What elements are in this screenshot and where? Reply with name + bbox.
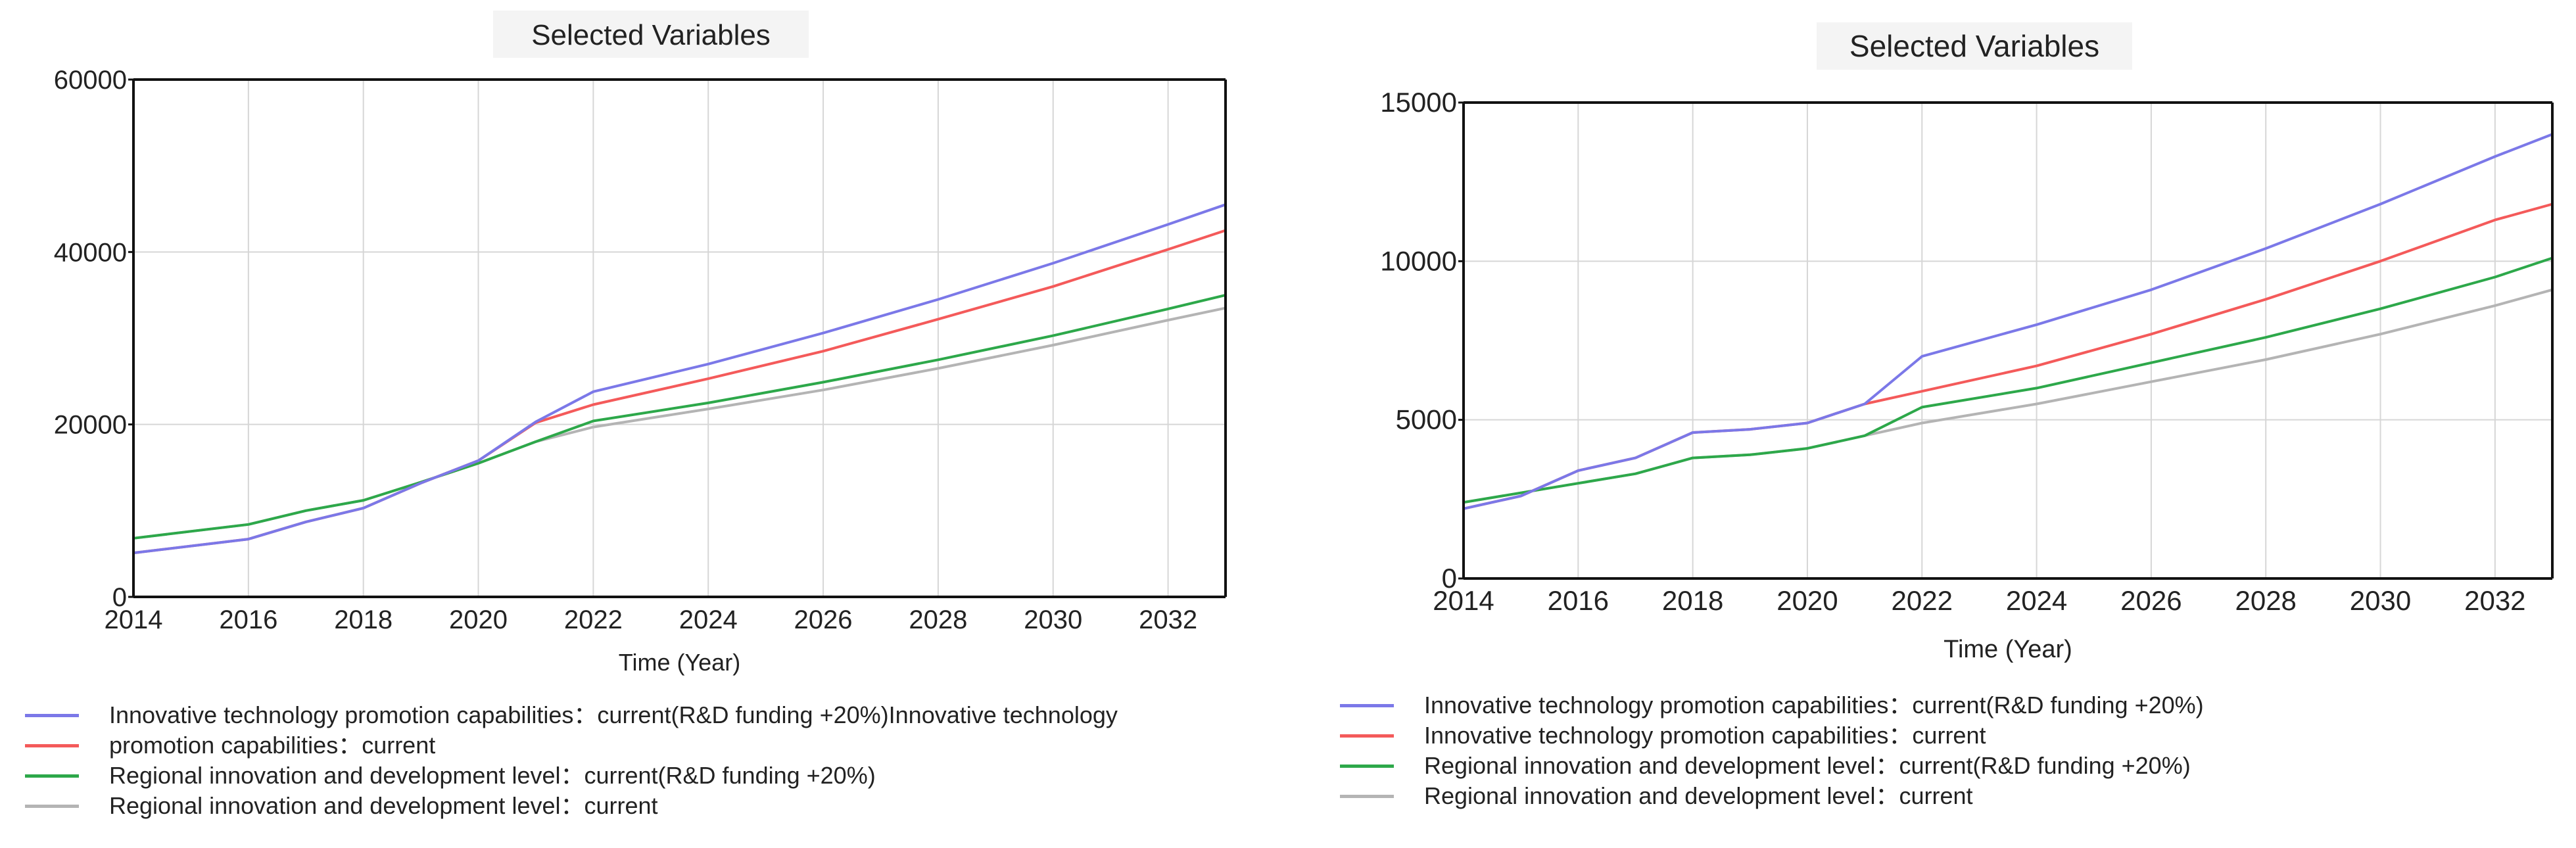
legend-label: promotion capabilities：current	[109, 732, 436, 759]
legend-label: Innovative technology promotion capabili…	[1424, 722, 1986, 749]
legend-swatch	[1340, 734, 1394, 738]
series-line-regional_current	[1463, 288, 2553, 504]
x-tick-label: 2016	[219, 605, 277, 634]
x-tick-label: 2024	[679, 605, 738, 634]
legend-swatch	[25, 774, 79, 778]
legend-swatch	[1340, 795, 1394, 798]
x-tick-label: 2022	[1892, 585, 1953, 616]
x-tick-label: 2030	[1024, 605, 1082, 634]
chart-title: Selected Variables	[1849, 29, 2099, 63]
x-tick-label: 2020	[449, 605, 508, 634]
y-tick-label: 20000	[54, 411, 127, 440]
chart-1: Selected Variables 0 5000 10000 15000 2014 201…	[1380, 22, 2554, 663]
series-line-regional_current	[133, 306, 1226, 540]
y-tick-label: 10000	[1380, 245, 1457, 276]
legend-label: Regional innovation and development leve…	[109, 762, 876, 789]
series-line-regional_rd	[1463, 256, 2553, 504]
x-tick-label: 2032	[2464, 585, 2525, 616]
x-tick-label: 2020	[1777, 585, 1838, 616]
legend-swatch	[25, 744, 79, 747]
x-tick-label: 2030	[2350, 585, 2411, 616]
y-tick-label: 40000	[54, 238, 127, 267]
x-tick-label: 2028	[2235, 585, 2296, 616]
y-tick-label: 0	[1442, 563, 1457, 594]
x-tick-label: 2022	[564, 605, 623, 634]
title-background	[493, 11, 809, 58]
y-tick-label: 0	[112, 583, 127, 612]
legend-label: Regional innovation and development leve…	[1424, 782, 1973, 809]
chart-0: Selected Variables 0 20000 40000 60000 2014 20…	[54, 11, 1227, 676]
x-tick-label: 2018	[1662, 585, 1723, 616]
x-tick-label: 2014	[105, 605, 163, 634]
x-tick-label: 2026	[794, 605, 853, 634]
y-tick-label: 15000	[1380, 87, 1457, 118]
legend-swatch	[1340, 704, 1394, 707]
legend-label: Innovative technology promotion capabili…	[109, 701, 1118, 728]
legend-swatch	[25, 714, 79, 717]
chart-title: Selected Variables	[531, 19, 771, 51]
legend-swatch	[1340, 765, 1394, 768]
series-line-innov_rd	[1463, 133, 2553, 510]
series-line-innov_current	[133, 229, 1226, 555]
legend-label: Innovative technology promotion capabili…	[1424, 692, 2204, 718]
x-tick-label: 2026	[2120, 585, 2182, 616]
y-tick-label: 60000	[54, 66, 127, 95]
x-tick-label: 2024	[2006, 585, 2067, 616]
series-line-innov_current	[1463, 202, 2553, 510]
legend-label: Regional innovation and development leve…	[1424, 752, 2191, 779]
x-axis-label: Time (Year)	[1944, 636, 2072, 663]
x-tick-label: 2028	[909, 605, 967, 634]
title-background	[1817, 22, 2132, 70]
y-tick-label: 5000	[1396, 404, 1457, 435]
legend-swatch	[25, 805, 79, 808]
x-tick-label: 2018	[334, 605, 393, 634]
series-line-innov_rd	[133, 203, 1226, 555]
series-line-regional_rd	[133, 293, 1226, 540]
x-axis-label: Time (Year)	[619, 649, 740, 676]
x-tick-label: 2032	[1139, 605, 1197, 634]
legend-label: Regional innovation and development leve…	[109, 792, 658, 819]
x-tick-label: 2016	[1548, 585, 1609, 616]
x-tick-label: 2014	[1433, 585, 1494, 616]
